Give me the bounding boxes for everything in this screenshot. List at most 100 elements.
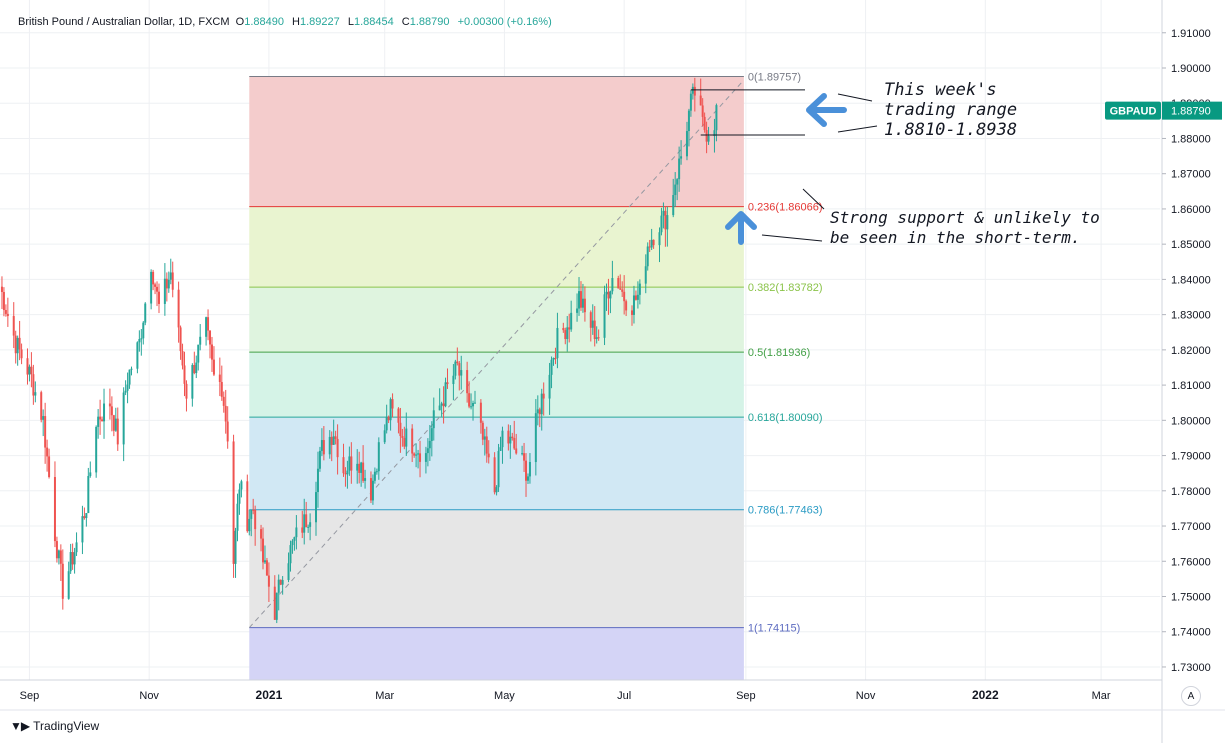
candle-body — [658, 232, 661, 246]
candle-body — [619, 288, 622, 290]
candle-body — [114, 418, 117, 431]
time-tick-label: 2021 — [256, 688, 283, 702]
candle-body — [40, 392, 43, 420]
candle-body — [165, 278, 168, 289]
candle-body — [315, 492, 318, 523]
candle-body — [305, 514, 308, 528]
time-tick-label: 2022 — [972, 688, 999, 702]
candle-body — [181, 351, 184, 366]
candle-body — [273, 586, 276, 620]
annotation-connector — [802, 188, 825, 210]
price-tick-label: 1.86000 — [1171, 204, 1211, 216]
candle-body — [116, 418, 119, 445]
candle-body — [332, 436, 335, 445]
price-tick-label: 1.88000 — [1171, 133, 1211, 145]
candle-body — [222, 396, 225, 406]
candle-body — [634, 295, 637, 300]
candle-body — [67, 571, 70, 599]
candle-body — [309, 522, 312, 527]
candle-body — [334, 436, 337, 439]
candle-body — [152, 271, 155, 285]
candle-body — [428, 440, 431, 449]
candle-body — [566, 327, 569, 340]
candle-body — [578, 291, 581, 309]
candle-body — [316, 468, 319, 493]
fib-level-label: 0.236(1.86066) — [748, 202, 823, 214]
fibonacci-retracement[interactable]: 0(1.89757) 0.236(1.86066) 0.382(1.83782) 0.… — [248, 72, 823, 680]
candle-body — [124, 390, 127, 393]
candle-body — [397, 408, 400, 423]
candle-body — [32, 374, 35, 396]
candle-body — [611, 278, 614, 292]
candle-body — [138, 339, 141, 343]
candle-body — [501, 430, 504, 448]
candle-body — [83, 516, 86, 519]
candle-body — [440, 403, 443, 406]
candle-body — [75, 542, 78, 553]
candle-body — [350, 456, 353, 471]
candle-body — [536, 409, 539, 414]
high-label: H — [292, 16, 300, 28]
annotation-arrows — [725, 93, 847, 245]
candle-body — [358, 463, 361, 473]
candle-body — [179, 327, 182, 352]
candle-body — [53, 477, 56, 542]
candle-body — [101, 419, 104, 422]
candle-body — [110, 406, 113, 416]
price-tick-label: 1.73000 — [1171, 662, 1211, 674]
candle-body — [171, 272, 174, 290]
candle-body — [167, 279, 170, 289]
open-value: 1.88490 — [244, 16, 284, 28]
candle-body — [6, 313, 9, 317]
price-tick-label: 1.85000 — [1171, 239, 1211, 251]
candle-body — [413, 453, 416, 456]
candle-body — [279, 579, 282, 585]
candle-body — [108, 403, 111, 407]
candle-body — [528, 462, 531, 477]
arrow-left-icon — [806, 93, 847, 127]
fib-trend-line — [248, 79, 745, 629]
price-tick-label: 1.80000 — [1171, 415, 1211, 427]
candle-body — [34, 392, 37, 396]
candle-body — [693, 86, 696, 96]
candle-body — [662, 210, 665, 216]
candle-body — [185, 383, 188, 399]
price-axis[interactable]: 1.73000 1.74000 1.75000 1.76000 1.77000 1.780… — [1161, 0, 1211, 743]
candle-body — [275, 592, 278, 620]
candle-body — [593, 320, 596, 340]
candle-body — [154, 284, 157, 287]
candle-body — [289, 545, 292, 564]
candle-body — [236, 503, 239, 531]
candle-body — [426, 448, 429, 454]
candle-body — [150, 271, 153, 304]
annotation-line: trading range — [884, 100, 1018, 120]
candle-body — [371, 480, 374, 501]
candle-body — [44, 416, 47, 448]
high-value: 1.89227 — [300, 16, 340, 28]
candle-body — [375, 471, 378, 473]
last-price-tag: GBPAUD 1.88790 — [1105, 101, 1222, 120]
candle-body — [674, 184, 677, 196]
price-tag-value: 1.88790 — [1171, 106, 1211, 118]
fib-level-label: 0.618(1.80090) — [748, 412, 823, 424]
candle-body — [540, 393, 543, 415]
auto-scale-button[interactable]: A — [1181, 686, 1201, 706]
fib-level-label: 1(1.74115) — [748, 623, 800, 635]
candle-body — [617, 278, 620, 289]
fib-level-label: 0.786(1.77463) — [748, 505, 823, 517]
candle-body — [648, 246, 651, 248]
change-value: +0.00300 (+0.16%) — [457, 16, 552, 28]
tradingview-logo-icon: ▼▶ — [10, 719, 30, 733]
candle-body — [597, 337, 600, 339]
candle-body — [678, 158, 681, 180]
candle-body — [472, 402, 475, 407]
candle-body — [430, 428, 433, 441]
candle-body — [497, 450, 500, 488]
candle-body — [112, 415, 115, 431]
time-axis[interactable]: Sep Nov 2021 Mar May Jul Sep Nov 2022 Mar — [0, 679, 1225, 711]
tradingview-logo[interactable]: ▼▶ TradingView — [10, 719, 99, 733]
candle-body — [389, 399, 392, 421]
candle-body — [401, 436, 404, 438]
candle-body — [12, 316, 15, 336]
